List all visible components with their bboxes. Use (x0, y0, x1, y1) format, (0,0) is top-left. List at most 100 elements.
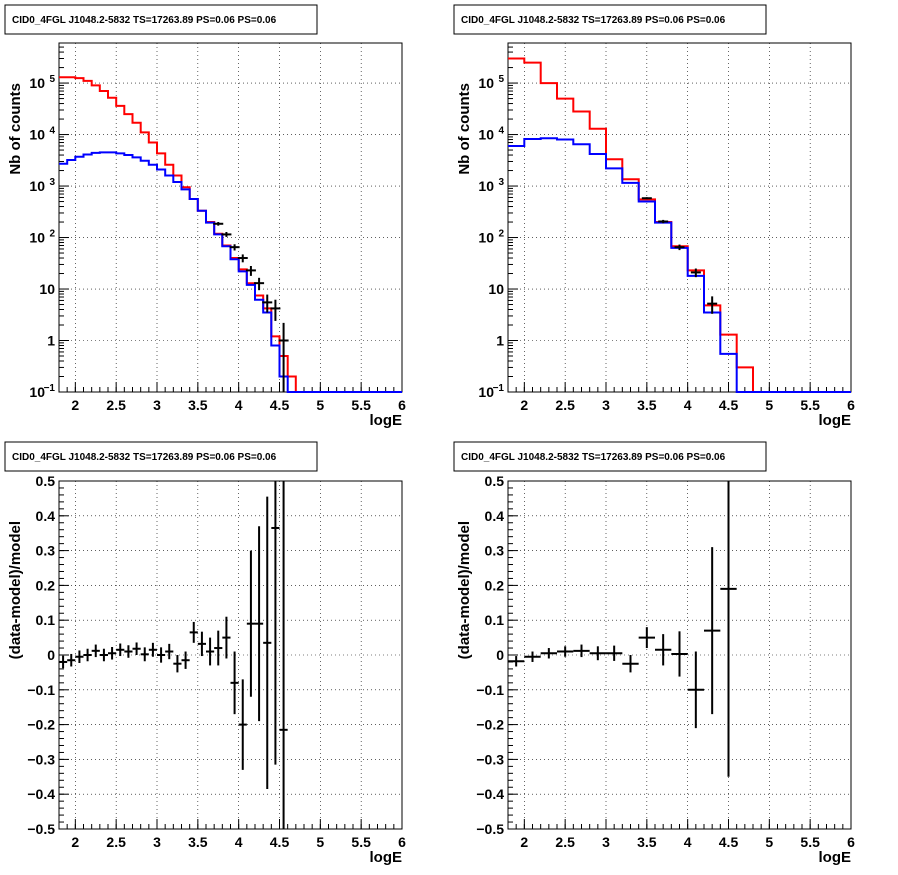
c3-x-tick-label: 5.5 (800, 834, 820, 850)
c0-x-axis-label: logE (370, 412, 403, 429)
c2-x-tick-label: 3.5 (188, 834, 208, 850)
c1-x-tick-label: 5.5 (800, 397, 820, 413)
c1-series-1-line (508, 137, 851, 393)
c1-marks (508, 57, 851, 393)
c3-title-frame (453, 441, 767, 472)
c3-x-tick-label: 3.5 (637, 834, 657, 850)
c3-marks (508, 481, 737, 777)
c1-x-tick-label: 2.5 (555, 397, 575, 413)
c3-x-tick-label: 5 (765, 834, 773, 850)
c1-y-tick-label: 1 (496, 333, 504, 349)
c2-plot-frame (58, 480, 403, 830)
c1-x-tick-label: 5 (765, 397, 773, 413)
c2-x-axis-label: logE (370, 849, 403, 866)
c1-y-tick-exponent: 5 (498, 74, 504, 85)
c0-y-tick-label: 10 (39, 281, 55, 297)
c1-x-tick-label: 3 (602, 397, 610, 413)
c0-y-tick-exponent: 2 (49, 229, 55, 240)
c3-y-tick-label: 0.5 (485, 473, 505, 489)
c1-y-tick-label: 10 (478, 178, 494, 194)
c3-y-tick-label: 0.4 (485, 508, 505, 524)
c1-y-tick-label: 10 (478, 384, 494, 400)
c3-x-tick-label: 6 (847, 834, 855, 850)
c0-plot-frame (58, 42, 403, 393)
c0-y-tick-label: 10 (29, 127, 45, 143)
c1-x-tick-label: 6 (847, 397, 855, 413)
c3-x-tick-label: 4 (684, 834, 692, 850)
c2-marks (59, 481, 288, 829)
c3-x-tick-label: 4.5 (719, 834, 739, 850)
c1-y-tick-label: 10 (478, 230, 494, 246)
c3-y-tick-label: −0.5 (476, 821, 504, 837)
c0-y-tick-label: 10 (29, 75, 45, 91)
c0-x-tick-label: 4 (235, 397, 243, 413)
c2-x-tick-label: 5.5 (351, 834, 371, 850)
c0-x-tick-label: 3.5 (188, 397, 208, 413)
c0-title: CID0_4FGL J1048.2-5832 TS=17263.89 PS=0.… (12, 15, 277, 26)
c3-y-axis-label: (data-model)/model (456, 521, 473, 659)
c1-y-tick-exponent: 3 (498, 177, 504, 188)
c2-y-tick-label: −0.4 (27, 786, 55, 802)
c0-y-tick-exponent: −1 (44, 383, 56, 394)
c2-x-tick-label: 3 (153, 834, 161, 850)
c3-title-box: CID0_4FGL J1048.2-5832 TS=17263.89 PS=0.… (453, 441, 767, 472)
c3-x-tick-label: 2.5 (555, 834, 575, 850)
c1-title-frame (453, 4, 767, 35)
c2-x-tick-label: 2 (71, 834, 79, 850)
c2-y-tick-label: 0.5 (36, 473, 56, 489)
panel-top-right-counts: CID0_4FGL J1048.2-5832 TS=17263.89 PS=0.… (453, 4, 855, 429)
c0-y-tick-exponent: 5 (49, 74, 55, 85)
c3-x-tick-label: 2 (520, 834, 528, 850)
c2-y-tick-label: −0.2 (27, 717, 55, 733)
c0-y-tick-label: 10 (29, 178, 45, 194)
c1-x-tick-label: 2 (520, 397, 528, 413)
c3-y-tick-label: 0.1 (485, 612, 505, 628)
c1-x-tick-label: 4 (684, 397, 692, 413)
c3-y-tick-label: −0.3 (476, 751, 504, 767)
c2-x-tick-label: 6 (398, 834, 406, 850)
c2-y-axis-label: (data-model)/model (7, 521, 24, 659)
c2-x-tick-label: 5 (316, 834, 324, 850)
c2-y-tick-label: 0.2 (36, 577, 56, 593)
c1-y-tick-label: 10 (488, 281, 504, 297)
c0-y-tick-exponent: 3 (49, 177, 55, 188)
c0-x-tick-label: 3 (153, 397, 161, 413)
c2-title: CID0_4FGL J1048.2-5832 TS=17263.89 PS=0.… (12, 452, 277, 463)
c1-y-tick-label: 10 (478, 127, 494, 143)
c0-series-1-line (59, 151, 402, 393)
c0-x-tick-label: 2.5 (106, 397, 126, 413)
c0-x-tick-label: 5.5 (351, 397, 371, 413)
c3-y-tick-label: 0.3 (485, 543, 505, 559)
c2-y-tick-label: −0.5 (27, 821, 55, 837)
c3-x-tick-label: 3 (602, 834, 610, 850)
c1-y-tick-exponent: −1 (493, 383, 505, 394)
c0-x-tick-label: 2 (71, 397, 79, 413)
c1-title: CID0_4FGL J1048.2-5832 TS=17263.89 PS=0.… (461, 15, 726, 26)
c2-x-tick-label: 4 (235, 834, 243, 850)
c0-title-box: CID0_4FGL J1048.2-5832 TS=17263.89 PS=0.… (4, 4, 318, 35)
panel-bottom-left-residuals: CID0_4FGL J1048.2-5832 TS=17263.89 PS=0.… (4, 441, 406, 866)
panel-top-left-counts: CID0_4FGL J1048.2-5832 TS=17263.89 PS=0.… (4, 4, 406, 429)
c3-title: CID0_4FGL J1048.2-5832 TS=17263.89 PS=0.… (461, 452, 726, 463)
c0-y-tick-label: 10 (29, 384, 45, 400)
c3-x-axis-label: logE (819, 849, 852, 866)
c1-x-tick-label: 4.5 (719, 397, 739, 413)
c2-y-tick-label: −0.3 (27, 751, 55, 767)
c1-plot-frame (507, 42, 852, 393)
c2-x-tick-label: 4.5 (270, 834, 290, 850)
c2-y-tick-label: 0.4 (36, 508, 56, 524)
c3-y-tick-label: 0.2 (485, 577, 505, 593)
c1-y-axis-label: Nb of counts (456, 83, 473, 175)
c0-x-tick-label: 4.5 (270, 397, 290, 413)
c0-x-tick-label: 6 (398, 397, 406, 413)
c3-y-tick-label: 0 (496, 647, 504, 663)
c1-y-tick-exponent: 4 (498, 126, 504, 137)
c0-y-tick-label: 10 (29, 230, 45, 246)
c2-y-tick-label: 0.3 (36, 543, 56, 559)
c0-y-axis-label: Nb of counts (7, 83, 24, 175)
